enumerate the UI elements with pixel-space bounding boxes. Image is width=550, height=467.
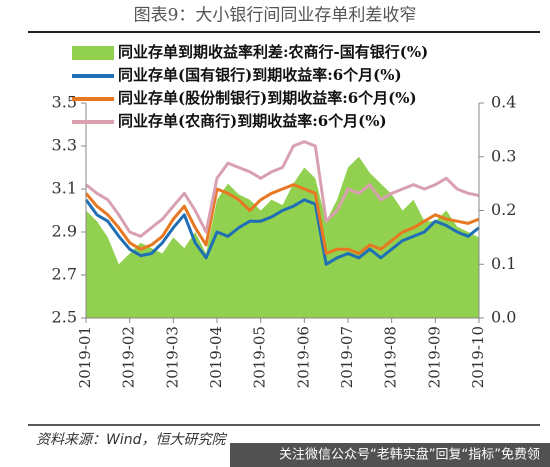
x-tick-label: 2019-07 bbox=[338, 326, 356, 388]
watermark-bar bbox=[230, 443, 550, 467]
chart-title: 图表9：大小银行间同业存单利差收窄 bbox=[134, 6, 417, 26]
spread-area bbox=[86, 156, 479, 318]
source: 资料来源：Wind，恒大研究院 bbox=[36, 432, 227, 448]
x-tick-label: 2019-06 bbox=[294, 326, 312, 388]
y-tick-label: 3.3 bbox=[52, 136, 77, 155]
x-tick-label: 2019-09 bbox=[425, 326, 443, 388]
x-tick-label: 2019-04 bbox=[207, 326, 225, 388]
y-tick-label: 2.9 bbox=[52, 222, 77, 241]
y2-tick-label: 0.0 bbox=[491, 308, 516, 327]
legend-label: 同业存单(农商行)到期收益率:6个月(%) bbox=[118, 112, 387, 130]
y2-tick-label: 0.2 bbox=[491, 200, 516, 219]
x-tick-label: 2019-01 bbox=[76, 326, 94, 388]
watermark: 关注微信公众号“老韩实盘”回复“指标”免费领 bbox=[279, 447, 540, 463]
x-tick-label: 2019-08 bbox=[382, 326, 400, 388]
y-tick-label: 3.1 bbox=[52, 179, 77, 198]
x-tick-label: 2019-03 bbox=[163, 326, 181, 388]
legend-label: 同业存单到期收益率利差:农商行-国有银行(%) bbox=[118, 43, 428, 61]
legend-swatch bbox=[72, 46, 114, 60]
x-tick-label: 2019-10 bbox=[469, 326, 487, 388]
y-tick-label: 3.5 bbox=[52, 93, 77, 112]
legend-label: 同业存单(国有银行)到期收益率:6个月(%) bbox=[118, 66, 402, 84]
y-tick-label: 2.5 bbox=[52, 308, 77, 327]
rate-line bbox=[84, 198, 480, 266]
x-tick-label: 2019-02 bbox=[120, 326, 138, 388]
rate-line bbox=[85, 140, 480, 238]
y2-tick-label: 0.3 bbox=[491, 146, 516, 165]
y2-tick-label: 0.1 bbox=[491, 254, 516, 273]
y-tick-label: 2.7 bbox=[52, 265, 77, 284]
x-tick-label: 2019-05 bbox=[251, 326, 269, 388]
rate-line bbox=[84, 183, 480, 255]
legend-label: 同业存单(股份制银行)到期收益率:6个月(%) bbox=[118, 89, 417, 107]
y2-tick-label: 0.4 bbox=[491, 93, 516, 112]
